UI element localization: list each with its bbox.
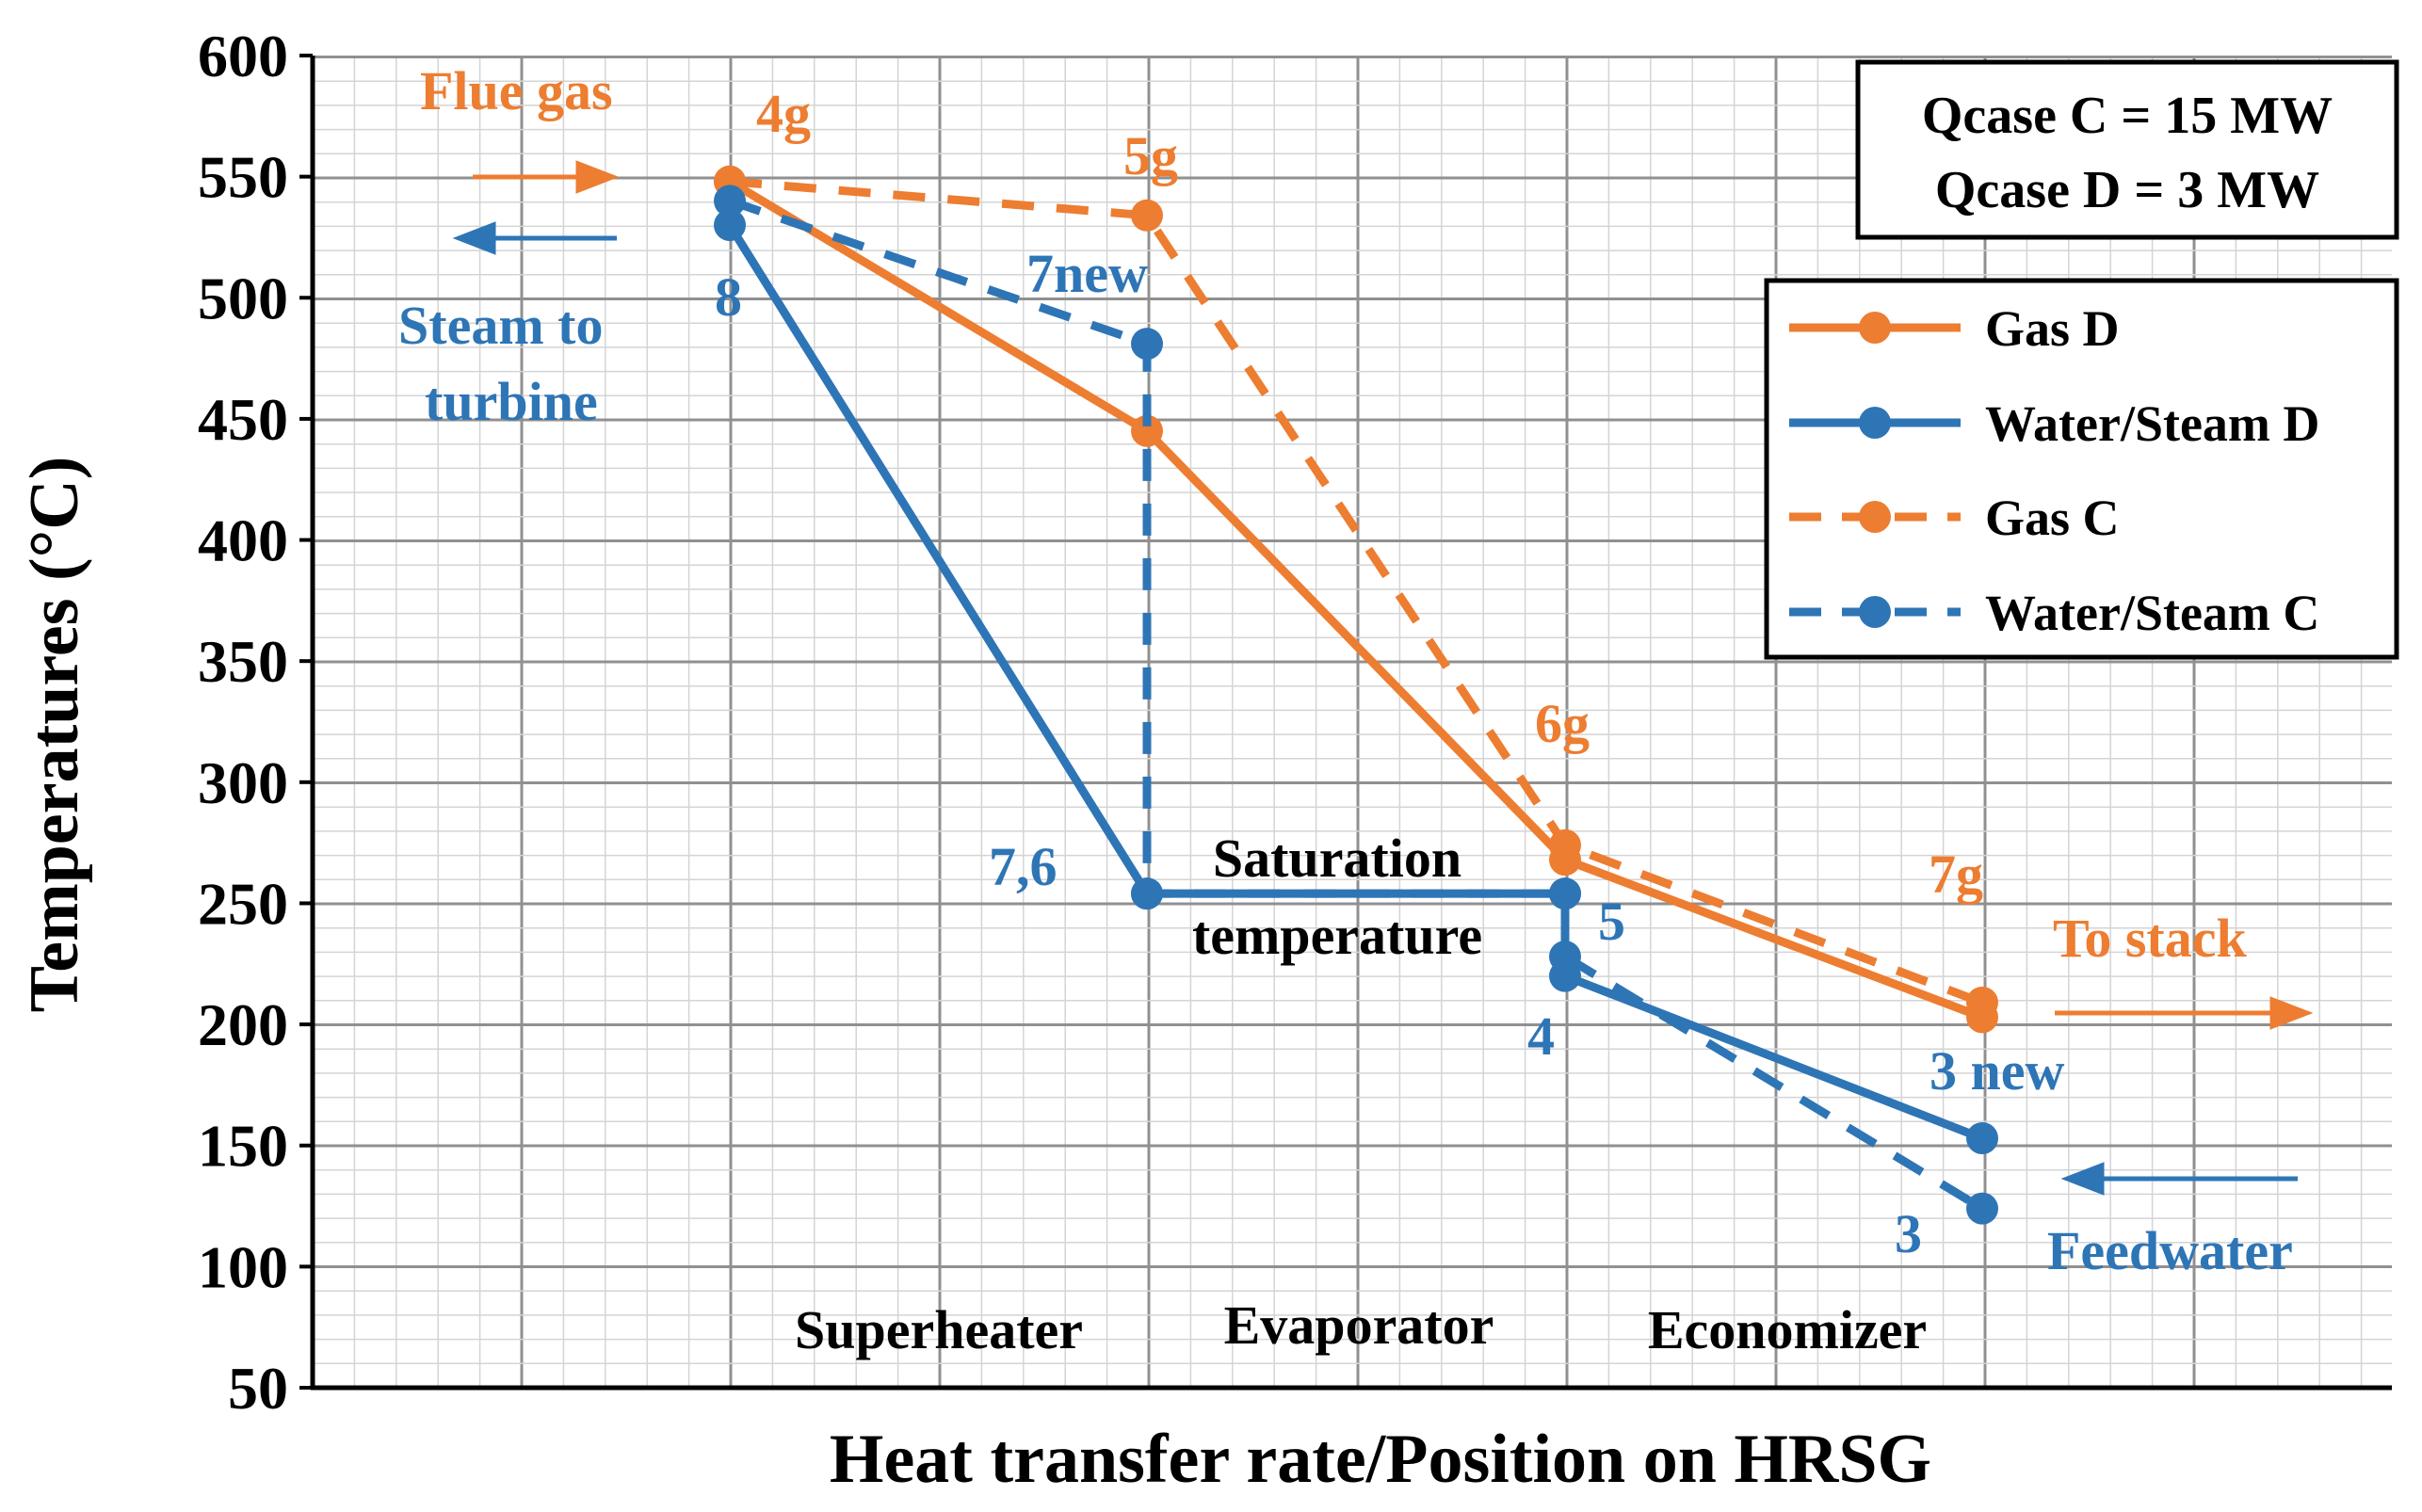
y-tick-label: 300 <box>198 749 288 816</box>
y-tick-label: 550 <box>198 144 288 211</box>
series-point-water-steam-d <box>1131 877 1163 910</box>
legend-marker-gas-d <box>1859 312 1891 344</box>
point-label: 4 <box>1527 1005 1555 1067</box>
series-point-water-steam-d <box>1549 959 1581 992</box>
to-stack-label: To stack <box>2053 908 2247 969</box>
point-label: 3 <box>1895 1203 1922 1264</box>
point-label: 8 <box>715 266 742 328</box>
series <box>714 165 1998 1225</box>
point-label: 7new <box>1026 243 1148 304</box>
saturation-label-line2: temperature <box>1192 905 1482 966</box>
y-tick-label: 350 <box>198 628 288 695</box>
y-tick-label: 100 <box>198 1233 288 1300</box>
series-point-gas-d <box>1131 414 1163 447</box>
series-point-water-steam-c <box>1966 1192 1998 1225</box>
legend-marker-water-steam-d <box>1859 407 1891 439</box>
series-point-water-steam-d <box>1549 877 1581 910</box>
flue-gas-label: Flue gas <box>420 60 613 121</box>
series-point-water-steam-d <box>714 209 746 242</box>
y-tick-label: 600 <box>198 23 288 89</box>
series-point-gas-c <box>1131 199 1163 232</box>
y-tick-label: 150 <box>198 1113 288 1180</box>
saturation-label-line1: Saturation <box>1213 828 1461 889</box>
legend: Gas D Water/Steam D Gas C Water/Steam C <box>1764 278 2399 660</box>
to-stack-arrow <box>2055 996 2314 1030</box>
legend-marker-water-steam-c <box>1859 596 1891 628</box>
legend-label-gas-d: Gas D <box>1985 300 2120 357</box>
legend-label-water-steam-d: Water/Steam D <box>1985 395 2319 452</box>
info-box-line2: Qcase D = 3 MW <box>1935 161 2319 219</box>
steam-to-turbine-label-line2: turbine <box>425 371 598 432</box>
legend-marker-gas-c <box>1859 501 1891 533</box>
legend-frame <box>1764 278 2399 660</box>
steam-to-turbine-label-line1: Steam to <box>398 295 603 356</box>
series-point-gas-d <box>1966 1001 1998 1034</box>
flue-gas-arrow <box>473 160 620 194</box>
info-box-line1: Qcase C = 15 MW <box>1922 87 2333 145</box>
info-box: Qcase C = 15 MW Qcase D = 3 MW <box>1855 59 2399 240</box>
point-label: 5 <box>1598 891 1625 952</box>
series-line-gas-c <box>729 177 1984 1007</box>
legend-label-water-steam-c: Water/Steam C <box>1985 585 2319 641</box>
series-point-gas-d <box>1549 844 1581 877</box>
feedwater-label: Feedwater <box>2047 1220 2293 1281</box>
y-tick-label: 50 <box>228 1355 288 1422</box>
series-point-water-steam-c <box>1131 328 1163 361</box>
superheater-label: Superheater <box>795 1299 1083 1360</box>
y-tick-label: 400 <box>198 507 288 574</box>
y-tick-label: 250 <box>198 870 288 937</box>
series-point-water-steam-d <box>1966 1122 1998 1155</box>
point-label: 7g <box>1929 844 1983 905</box>
y-tick-label: 200 <box>198 991 288 1058</box>
feedwater-arrow <box>2060 1162 2298 1196</box>
steam-to-turbine-arrow <box>452 221 617 255</box>
point-label: 6g <box>1535 693 1590 754</box>
info-box-frame <box>1855 59 2399 240</box>
y-tick-labels: 600 550 500 450 400 350 300 250 200 150 100 50 <box>198 23 288 1422</box>
series-line-gas-d <box>727 177 1984 1021</box>
economizer-label: Economizer <box>1648 1299 1927 1360</box>
point-label: 4g <box>756 83 811 144</box>
point-label: 5g <box>1123 125 1178 186</box>
point-label: 7,6 <box>989 836 1058 897</box>
evaporator-label: Evaporator <box>1224 1295 1494 1356</box>
y-tick-label: 500 <box>198 265 288 331</box>
axes <box>299 54 2392 1391</box>
annotations: Flue gas Steam to turbine To stack Feedw… <box>398 60 2314 1360</box>
point-label: 3 new <box>1930 1040 2065 1102</box>
x-axis-title: Heat transfer rate/Position on HRSG <box>830 1421 1931 1498</box>
y-tick-label: 450 <box>198 386 288 453</box>
y-axis-title: Temperatures (°C) <box>16 457 93 1013</box>
series-point-water-steam-c <box>714 185 746 217</box>
legend-label-gas-c: Gas C <box>1985 490 2120 546</box>
point-labels: 4g 5g 6g 7g 8 7new 7,6 54 3 new 3 <box>715 83 2065 1264</box>
